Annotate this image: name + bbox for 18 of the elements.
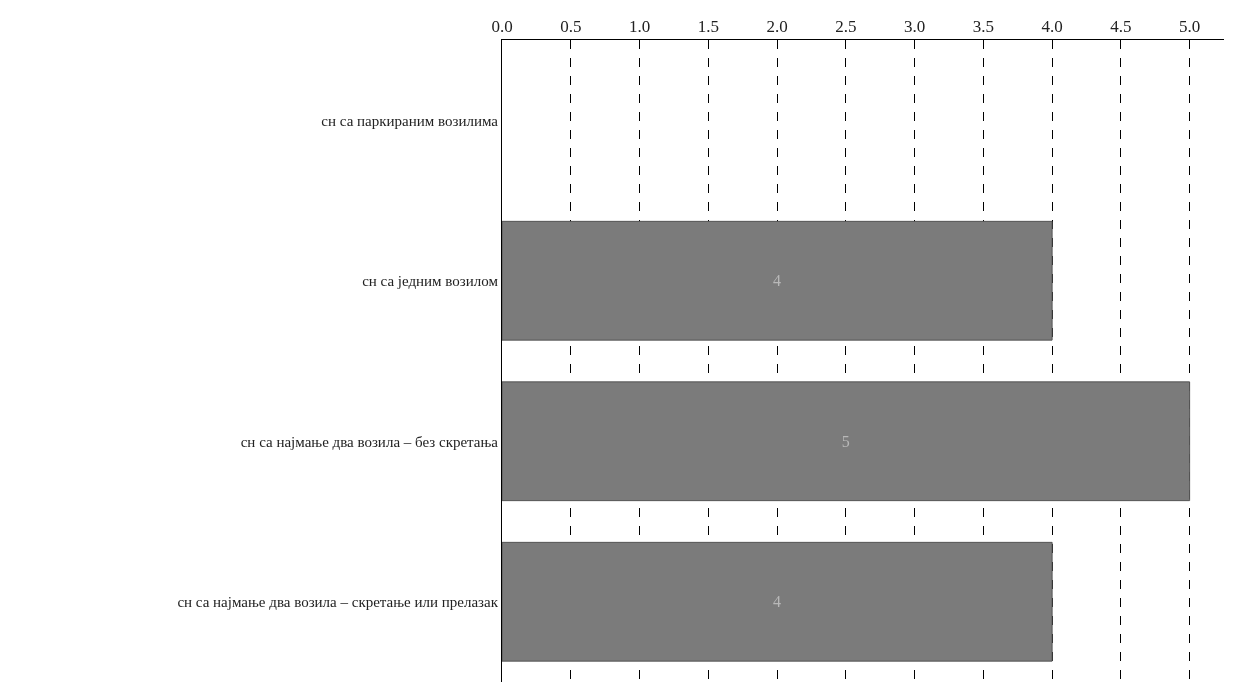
x-tick-label: 0.0 (491, 17, 513, 37)
x-tick-label: 4.5 (1110, 17, 1132, 37)
y-tick-label: сн са једним возилом (362, 273, 499, 289)
x-tick-label: 0.5 (560, 17, 582, 37)
y-tick-label: сн са паркираним возилима (321, 112, 499, 129)
y-tick-label: сн са најмање два возила – без скретања (240, 433, 499, 450)
y-tick-label: сн са најмање два возила – скретање или прелазак (177, 594, 499, 610)
x-tick-label: 2.5 (835, 17, 857, 37)
x-tick-label: 2.0 (766, 17, 788, 37)
data-label: 4 (773, 272, 782, 290)
x-tick-label: 3.0 (903, 17, 926, 37)
x-tick-label: 4.0 (1041, 17, 1063, 37)
data-label: 5 (841, 432, 850, 450)
x-tick-label: 1.5 (697, 17, 719, 37)
x-tick-label: 1.0 (628, 17, 651, 37)
x-tick-label: 3.5 (972, 17, 994, 37)
data-label: 4 (773, 593, 782, 611)
x-tick-label: 5.0 (1178, 17, 1201, 37)
